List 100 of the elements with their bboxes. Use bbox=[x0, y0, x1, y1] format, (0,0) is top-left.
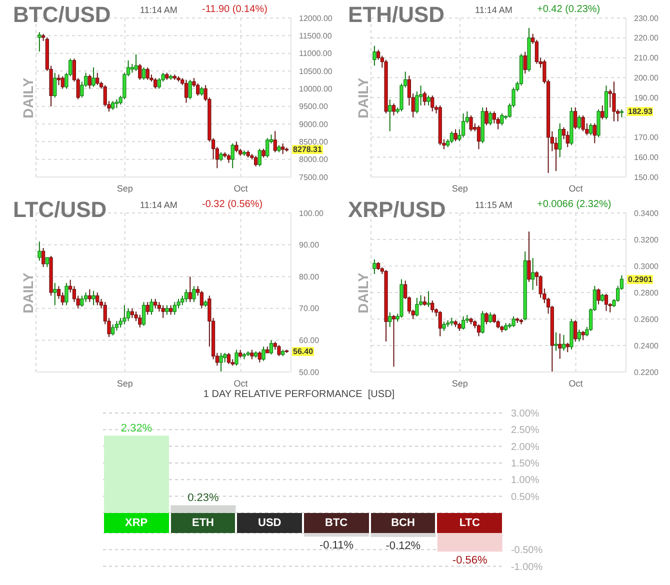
y-tick-label: 60.00 bbox=[299, 336, 320, 346]
candlestick bbox=[604, 293, 608, 312]
candlestick bbox=[142, 302, 146, 326]
y-tick-label: 100.00 bbox=[299, 208, 324, 218]
candlestick bbox=[130, 308, 134, 318]
candlestick bbox=[168, 304, 173, 316]
candlestick bbox=[122, 304, 126, 325]
y-tick-label: 0.2800 bbox=[634, 288, 660, 298]
candlestick bbox=[84, 292, 88, 303]
candlestick bbox=[531, 258, 535, 290]
y-tick-label: 0.3400 bbox=[634, 208, 660, 218]
candlestick bbox=[134, 54, 138, 72]
candlestick bbox=[484, 106, 488, 126]
text: 11:14 AM bbox=[140, 5, 178, 15]
candlestick bbox=[430, 95, 434, 112]
x-tick-label: USD bbox=[237, 512, 302, 533]
candlestick bbox=[266, 138, 270, 158]
candlestick bbox=[372, 258, 376, 274]
candlestick bbox=[476, 124, 481, 150]
x-tick-label: ETH bbox=[170, 512, 236, 533]
y-tick-label: 210.00 bbox=[634, 54, 660, 63]
candlestick bbox=[126, 308, 130, 322]
data-label: -0.11% bbox=[320, 540, 354, 552]
candlestick bbox=[154, 78, 158, 90]
chart-title: BTC/USD bbox=[13, 2, 111, 28]
candlestick bbox=[422, 296, 426, 306]
y-tick-label: 0.2600 bbox=[634, 314, 660, 324]
y-tick-label: 0.2200 bbox=[634, 368, 660, 377]
x-tick-label: BTC bbox=[304, 512, 369, 533]
candlestick bbox=[558, 333, 562, 360]
candlestick bbox=[512, 316, 516, 328]
candlestick bbox=[596, 108, 600, 138]
y-tick-label: 2.00% bbox=[510, 442, 540, 453]
y-tick-label: 160.00 bbox=[634, 152, 660, 162]
text: 11:14 AM bbox=[140, 200, 178, 210]
candlestick bbox=[184, 288, 188, 303]
x-tick-label: XRP bbox=[104, 512, 169, 533]
annotation: 0.2901 bbox=[627, 274, 654, 284]
y-tick-label: 10000.00 bbox=[299, 84, 333, 94]
y-tick-label: 80.00 bbox=[299, 272, 320, 282]
candlestick bbox=[172, 302, 176, 316]
y-tick-label: 0.3200 bbox=[634, 235, 660, 244]
candlestick bbox=[45, 257, 49, 268]
chart-title: 1 DAY RELATIVE PERFORMANCE [USD] bbox=[202, 389, 396, 400]
chart-title: LTC/USD bbox=[13, 197, 107, 223]
x-tick-label: Sep bbox=[116, 378, 133, 388]
candlestick bbox=[523, 51, 527, 74]
candlestick bbox=[269, 340, 274, 356]
y-tick-label: 190.00 bbox=[634, 93, 660, 102]
candlestick bbox=[558, 122, 562, 158]
candlestick bbox=[596, 288, 600, 305]
candlestick bbox=[469, 114, 473, 132]
candlestick bbox=[142, 66, 146, 80]
candlestick bbox=[96, 292, 100, 306]
y-tick-label: 12000.00 bbox=[299, 14, 333, 23]
candlestick bbox=[581, 114, 585, 132]
y-tick-label: 11000.00 bbox=[299, 49, 332, 58]
candlestick bbox=[258, 148, 262, 167]
candlestick bbox=[392, 314, 396, 368]
candlestick bbox=[60, 76, 64, 90]
candlestick bbox=[161, 304, 165, 318]
y-tick-label: 11500.00 bbox=[299, 32, 332, 41]
y-tick-label: 170.00 bbox=[634, 133, 660, 142]
candlestick bbox=[111, 324, 115, 336]
annotation: 8278.31 bbox=[292, 144, 323, 154]
candlestick bbox=[180, 295, 184, 306]
candlestick bbox=[415, 297, 419, 317]
data-label: 2.32% bbox=[120, 422, 152, 435]
candlestick bbox=[562, 334, 566, 352]
candlestick bbox=[80, 295, 84, 308]
candlestick bbox=[146, 66, 150, 80]
candlestick bbox=[277, 344, 281, 357]
y-tick-label: 50.00 bbox=[299, 368, 320, 377]
y-tick-label: 90.00 bbox=[299, 240, 320, 250]
candlestick bbox=[262, 346, 266, 362]
candlestick bbox=[430, 300, 434, 313]
candlestick bbox=[53, 72, 57, 98]
y-tick-label: 0.2400 bbox=[634, 341, 660, 350]
candlestick bbox=[438, 310, 442, 337]
x-tick-label: Oct bbox=[234, 183, 248, 194]
candlestick bbox=[461, 112, 466, 138]
y-axis-title: DAILY bbox=[355, 76, 371, 120]
data-label: -0.12% bbox=[386, 540, 421, 552]
candlestick bbox=[273, 130, 277, 153]
candlestick bbox=[92, 290, 96, 306]
candlestick bbox=[461, 316, 466, 330]
candlestick bbox=[392, 102, 396, 116]
candlestick bbox=[219, 352, 223, 372]
candlestick bbox=[574, 320, 578, 342]
text: -0.32 (0.56%) bbox=[202, 199, 263, 210]
candlestick bbox=[96, 72, 100, 86]
candlestick bbox=[488, 312, 492, 324]
candlestick bbox=[138, 63, 142, 80]
candlestick bbox=[588, 122, 593, 136]
candlestick bbox=[146, 302, 150, 316]
y-axis-title: DAILY bbox=[355, 271, 371, 314]
y-tick-label: 8500.00 bbox=[299, 138, 328, 147]
candlestick bbox=[426, 290, 430, 308]
data-label: 0.23% bbox=[188, 492, 219, 504]
candlestick bbox=[150, 298, 154, 316]
